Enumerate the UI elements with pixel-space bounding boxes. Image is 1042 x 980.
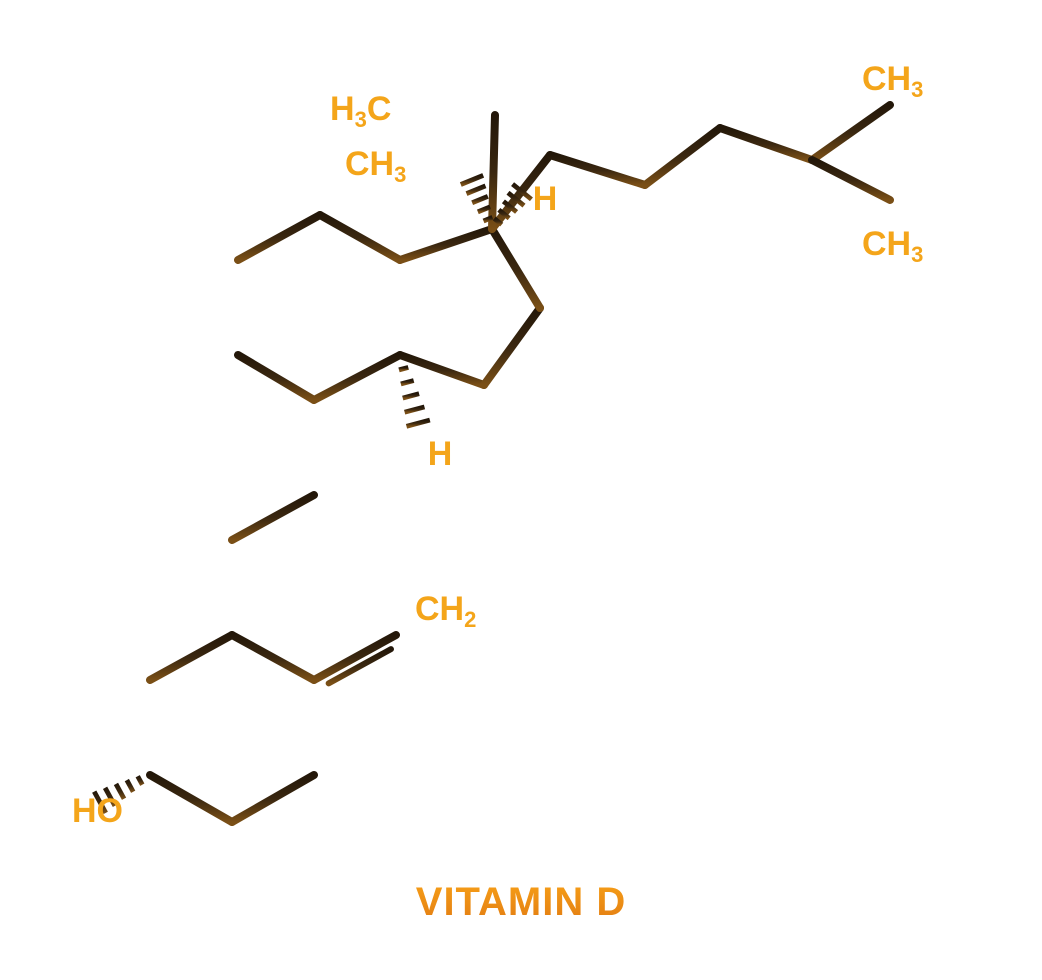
atom-label: H3C [330, 90, 391, 132]
atom-label: HO [72, 792, 123, 830]
diagram-title: VITAMIN D [416, 880, 626, 924]
atom-label: CH2 [415, 590, 476, 632]
atom-label: H [428, 435, 453, 473]
vitamin-d-structure: HO CH2 H CH3 H3C H CH3 CH3 VITAMIN D [0, 0, 1042, 980]
atom-label: CH3 [862, 60, 923, 102]
atom-label: CH3 [345, 145, 406, 187]
bonds [150, 105, 890, 822]
atom-labels: HO CH2 H CH3 H3C H CH3 CH3 [72, 60, 923, 830]
atom-label: H [533, 180, 558, 218]
atom-label: CH3 [862, 225, 923, 267]
